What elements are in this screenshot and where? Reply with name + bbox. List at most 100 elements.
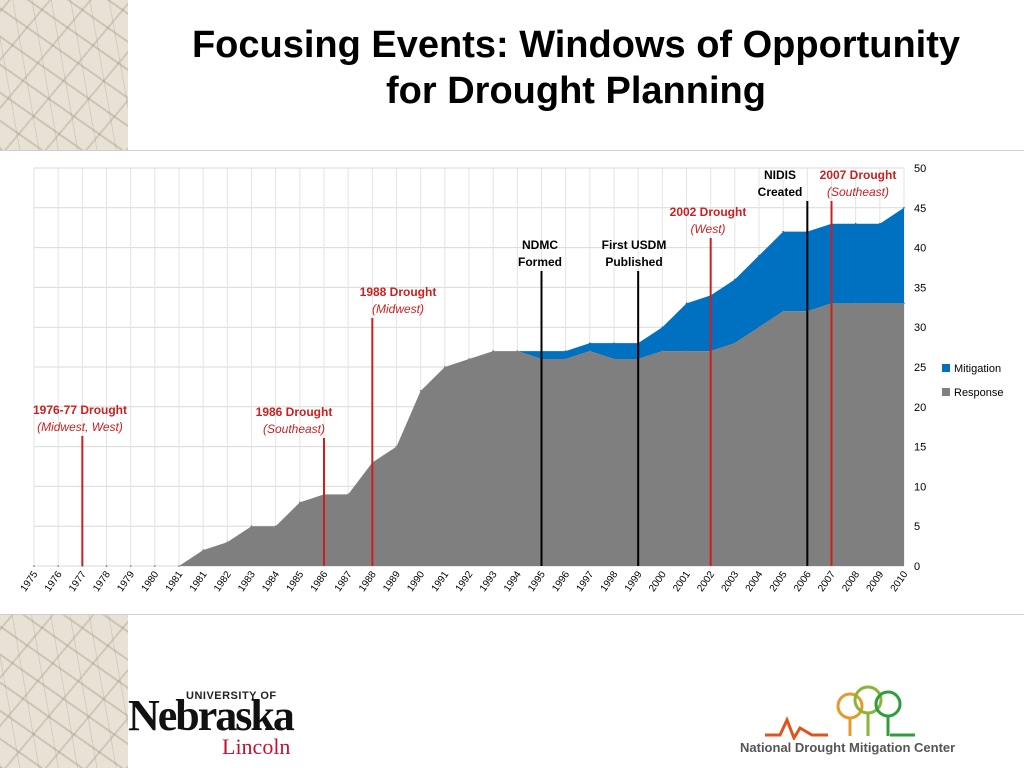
x-tick-label: 1978 <box>91 569 113 594</box>
y-tick-label: 5 <box>914 521 920 533</box>
x-tick-label: 1998 <box>599 569 621 594</box>
x-tick-label: 1992 <box>454 569 476 594</box>
area-chart: 0 5 10 15 20 25 30 35 40 45 50 1975 1976 1977 1978 1979… <box>19 163 1004 594</box>
data-point-mitigation <box>419 390 422 392</box>
y-tick-label: 35 <box>914 282 926 294</box>
x-tick-label: 1983 <box>236 569 258 594</box>
x-tick-label: 2006 <box>792 569 814 594</box>
unl-logo-university: UNIVERSITY OF <box>186 690 277 702</box>
slide-title: Focusing Events: Windows of Opportunity … <box>128 22 1024 114</box>
data-point-mitigation <box>758 254 760 257</box>
data-point-response <box>854 302 857 305</box>
y-tick-label: 25 <box>914 362 926 374</box>
event-sublabel: (Southeast) <box>827 185 889 199</box>
x-tick-label: 2008 <box>840 569 862 594</box>
data-point-mitigation <box>202 549 204 551</box>
data-point-response <box>782 310 784 313</box>
y-tick-label: 0 <box>914 561 920 573</box>
event-sublabel: Created <box>758 185 803 199</box>
unl-logo: UNIVERSITY OF Nebraska Lincoln <box>128 688 298 758</box>
y-tick-label: 45 <box>914 203 926 215</box>
legend-swatch <box>942 388 950 396</box>
data-point-mitigation <box>444 366 446 368</box>
data-point-response <box>758 326 760 328</box>
x-tick-label: 1987 <box>333 569 355 594</box>
event-sublabel: Published <box>605 255 662 269</box>
data-point-response <box>613 358 615 360</box>
ndmc-logo: National Drought Mitigation Center <box>740 680 980 762</box>
data-point-mitigation <box>129 565 132 567</box>
event-sublabel: Formed <box>518 255 562 269</box>
slide-title-line-2: for Drought Planning <box>386 70 766 112</box>
x-tick-label: 1977 <box>67 569 89 594</box>
x-tick-label: 1975 <box>19 569 41 594</box>
x-tick-label: 1993 <box>478 569 500 594</box>
x-tick-label: 2005 <box>768 569 790 594</box>
x-tick-label: 2009 <box>865 569 887 594</box>
x-tick-label: 2004 <box>744 569 766 594</box>
ndmc-tree-icon <box>765 685 915 742</box>
data-point-response <box>589 350 591 352</box>
legend-swatch <box>942 364 950 372</box>
unl-logo-name: Nebraska <box>128 691 295 740</box>
event-sublabel: (Midwest) <box>372 302 424 316</box>
series-area-mitigation <box>34 207 904 567</box>
background-texture-bottom <box>0 612 128 768</box>
data-point-mitigation <box>685 302 688 305</box>
x-tick-label: 2001 <box>671 569 693 594</box>
x-tick-label: 1991 <box>430 569 452 594</box>
data-point-mitigation <box>492 350 494 352</box>
legend-label: Response <box>954 387 1004 399</box>
x-tick-label: 1988 <box>357 569 379 594</box>
data-point-mitigation <box>105 565 108 567</box>
event-label: NDMC <box>522 238 558 252</box>
event-label: First USDM <box>602 238 667 252</box>
data-point-response <box>685 350 688 352</box>
x-tick-label: 1996 <box>550 569 572 594</box>
x-tick-label: 1980 <box>140 569 162 594</box>
x-tick-label: 1982 <box>212 569 234 594</box>
data-point-mitigation <box>589 342 591 344</box>
data-point-mitigation <box>468 358 470 360</box>
event-label: 1986 Drought <box>256 405 333 419</box>
x-tick-label: 1981 <box>188 569 210 594</box>
y-tick-label: 15 <box>914 442 926 454</box>
x-tick-label: 1990 <box>405 569 427 594</box>
data-point-response <box>903 302 905 305</box>
data-point-mitigation <box>347 493 349 496</box>
data-point-response <box>879 302 881 305</box>
event-label: 1988 Drought <box>360 285 437 299</box>
data-point-mitigation <box>734 278 736 281</box>
data-point-mitigation <box>613 342 615 344</box>
data-point-mitigation <box>250 525 253 527</box>
background-texture-top <box>0 0 128 150</box>
y-tick-label: 20 <box>914 402 926 414</box>
event-label: 2007 Drought <box>820 168 897 182</box>
x-tick-label: 1979 <box>115 569 137 594</box>
event-label: 2002 Drought <box>670 205 747 219</box>
x-tick-label: 1989 <box>381 569 403 594</box>
y-tick-label: 50 <box>914 163 926 175</box>
data-point-response <box>661 350 664 352</box>
series-area-response <box>34 303 904 566</box>
data-point-mitigation <box>661 326 664 328</box>
x-tick-label: 1985 <box>285 569 307 594</box>
event-label: NIDIS <box>764 168 796 182</box>
data-point-response <box>734 342 736 344</box>
data-point-mitigation <box>782 230 784 233</box>
x-tick-label: 1997 <box>575 569 597 594</box>
y-tick-label: 10 <box>914 481 926 493</box>
data-point-response <box>564 358 567 360</box>
x-tick-label: 1995 <box>526 569 548 594</box>
data-point-mitigation <box>57 565 59 567</box>
data-point-mitigation <box>564 350 567 352</box>
ndmc-logo-name: National Drought Mitigation Center <box>740 740 956 755</box>
x-tick-label: 2003 <box>720 569 742 594</box>
x-tick-label: 1994 <box>502 569 524 594</box>
x-tick-label: 2000 <box>647 569 669 594</box>
data-point-mitigation <box>299 501 301 504</box>
data-point-mitigation <box>226 541 229 543</box>
data-point-mitigation <box>154 565 156 567</box>
data-point-mitigation <box>854 222 857 225</box>
y-tick-label: 30 <box>914 322 926 334</box>
